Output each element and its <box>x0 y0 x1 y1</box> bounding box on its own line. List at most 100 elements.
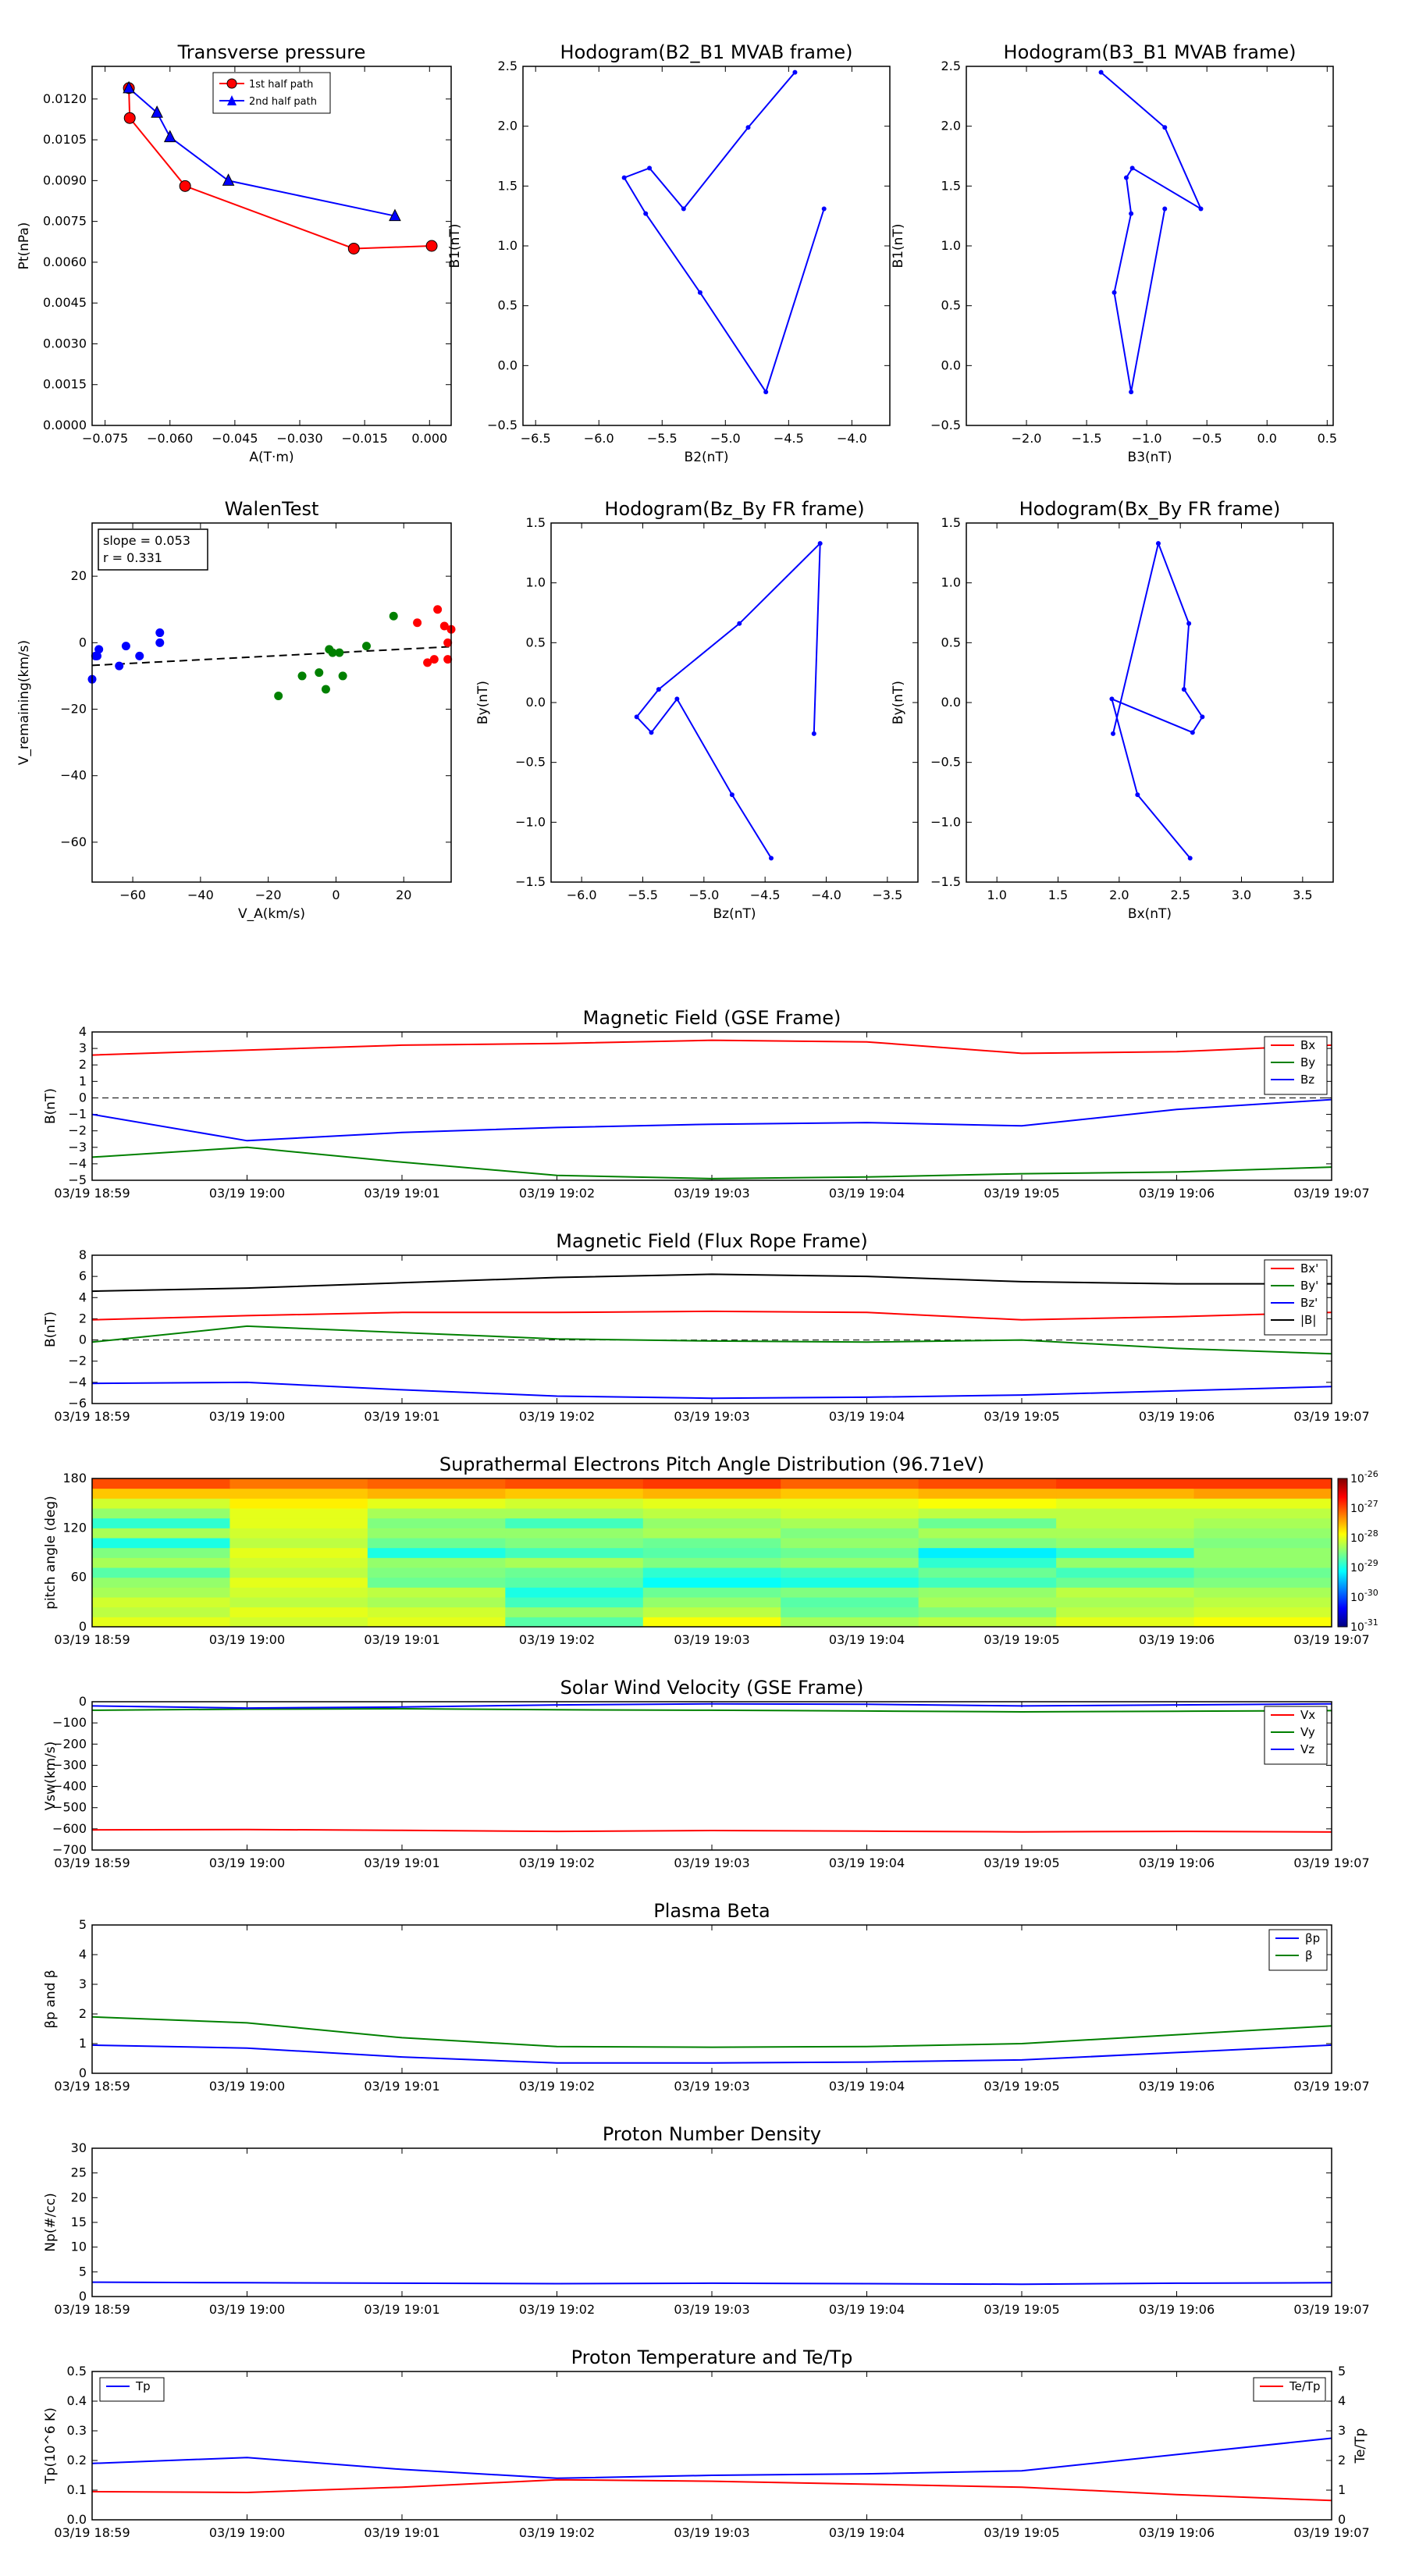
heatmap-cell <box>1056 1517 1195 1528</box>
heatmap-cell <box>92 1587 230 1598</box>
x-tick-label: 03/19 19:04 <box>829 1186 905 1201</box>
y-tick-label: 25 <box>71 2165 87 2180</box>
heatmap-cell <box>229 1478 368 1489</box>
heatmap-cell <box>1193 1557 1332 1568</box>
y-tick-label: 6 <box>79 1268 87 1283</box>
y-tick-label: 5 <box>79 2264 87 2279</box>
series-line <box>623 72 825 394</box>
heatmap-cell <box>781 1597 919 1608</box>
legend-label: Vx <box>1300 1708 1315 1722</box>
data-point <box>634 714 639 720</box>
heatmap-cell <box>92 1508 230 1519</box>
y-tick-label: 2.0 <box>498 119 518 133</box>
heatmap-cell <box>642 1488 781 1499</box>
heatmap-cell <box>505 1498 644 1509</box>
data-point <box>647 165 653 171</box>
heatmap-cell <box>1056 1617 1195 1628</box>
plot-frame <box>91 2147 1332 2297</box>
y-axis-label: B(nT) <box>43 1088 59 1124</box>
y-axis-label: βp and β <box>43 1969 59 2028</box>
x-tick-label: 03/19 19:00 <box>209 1409 285 1424</box>
x-tick-label: 0 <box>332 888 340 902</box>
x-tick-label: 0.5 <box>1318 431 1337 446</box>
y-tick-label: 1.5 <box>526 515 546 530</box>
heatmap-cell <box>229 1597 368 1608</box>
x-axis-label: Bx(nT) <box>1128 906 1172 922</box>
y-axis-label: B1(nT) <box>891 224 906 269</box>
y-tick-label: 1.5 <box>941 178 961 193</box>
heatmap-cell <box>229 1606 368 1617</box>
y-tick-label: 0.0 <box>941 695 961 710</box>
x-tick-label: 2.0 <box>1109 888 1129 902</box>
heatmap-cell <box>1193 1606 1332 1617</box>
chart-title: Proton Number Density <box>603 2123 821 2145</box>
y-tick-label: −500 <box>52 1800 87 1815</box>
x-tick-label: 03/19 18:59 <box>54 2302 130 2317</box>
y-tick-label: −2 <box>68 1354 87 1368</box>
x-tick-label: 03/19 19:03 <box>674 1856 749 1870</box>
plot-frame <box>966 66 1334 426</box>
heatmap-cell <box>229 1617 368 1628</box>
scatter-point <box>362 642 372 651</box>
heatmap-cell <box>1056 1508 1195 1519</box>
heatmap-cell <box>92 1617 230 1628</box>
heatmap-cell <box>781 1577 919 1588</box>
heatmap-cell <box>781 1538 919 1549</box>
y-axis-label: B1(nT) <box>447 224 463 269</box>
legend-label: 1st half path <box>249 79 313 91</box>
heatmap-cell <box>1056 1567 1195 1578</box>
heatmap-cell <box>229 1567 368 1578</box>
heatmap-cell <box>918 1517 1057 1528</box>
x-tick-label: 03/19 19:06 <box>1139 2525 1215 2540</box>
series-line-Bx <box>91 1039 1332 1056</box>
y-axis-label: By(nT) <box>475 681 491 724</box>
series-line-Bz <box>91 1098 1332 1142</box>
x-tick-label: 3.5 <box>1293 888 1312 902</box>
chart-title: Transverse pressure <box>177 41 366 63</box>
x-tick-label: −0.075 <box>82 431 128 446</box>
data-point <box>643 211 649 216</box>
series-line <box>1110 540 1204 859</box>
heatmap-cell <box>642 1617 781 1628</box>
heatmap-cell <box>367 1606 506 1617</box>
scatter-point <box>338 671 347 681</box>
data-point <box>123 80 135 94</box>
x-tick-label: 03/19 19:02 <box>519 2302 595 2317</box>
chart-title: Hodogram(B3_B1 MVAB frame) <box>1004 41 1297 63</box>
colorbar-tick-label: 10-30 <box>1350 1588 1378 1604</box>
x-tick-label: 03/19 19:03 <box>674 1186 749 1201</box>
series-line-By <box>91 1146 1332 1179</box>
y-tick-label: −400 <box>52 1779 87 1794</box>
x-axis-label: B3(nT) <box>1128 450 1172 465</box>
chart-title: WalenTest <box>225 498 319 520</box>
y-axis-label: By(nT) <box>891 681 906 724</box>
plasma-beta-panel: Plasma Beta 0 1 2 3 4 5 03/19 18:59 03/19 19:00 0… <box>43 1900 1370 2094</box>
x-tick-label: −2.0 <box>1012 431 1042 446</box>
series-line-By' <box>91 1325 1332 1355</box>
data-point <box>697 290 702 295</box>
plot-frame <box>91 522 452 883</box>
legend-label: β <box>1305 1948 1313 1962</box>
series-line-Tp <box>91 2437 1332 2479</box>
heatmap-cell <box>1193 1517 1332 1528</box>
y-tick-label: 0.2 <box>67 2453 87 2467</box>
heatmap-cell <box>1056 1606 1195 1617</box>
heatmap-cell <box>1193 1508 1332 1519</box>
series-line <box>1100 71 1203 393</box>
y-tick-label: 1 <box>79 2036 87 2051</box>
data-point <box>656 687 661 692</box>
x-tick-label: −0.060 <box>147 431 193 446</box>
y-right-tick-label: 1 <box>1338 2482 1346 2497</box>
chart-title: Hodogram(Bz_By FR frame) <box>604 498 864 520</box>
y-tick-label: −0.5 <box>487 418 518 432</box>
plot-frame <box>91 1701 1332 1851</box>
series-line-Bx' <box>91 1310 1332 1321</box>
heatmap-cell <box>505 1597 644 1608</box>
y-tick-label: −1.0 <box>515 814 546 829</box>
y-tick-label: −700 <box>52 1842 87 1857</box>
heatmap-cell <box>229 1498 368 1509</box>
data-point <box>1135 792 1140 798</box>
fit-line <box>91 646 452 667</box>
x-tick-label: −5.0 <box>688 888 719 902</box>
data-point <box>737 621 742 626</box>
